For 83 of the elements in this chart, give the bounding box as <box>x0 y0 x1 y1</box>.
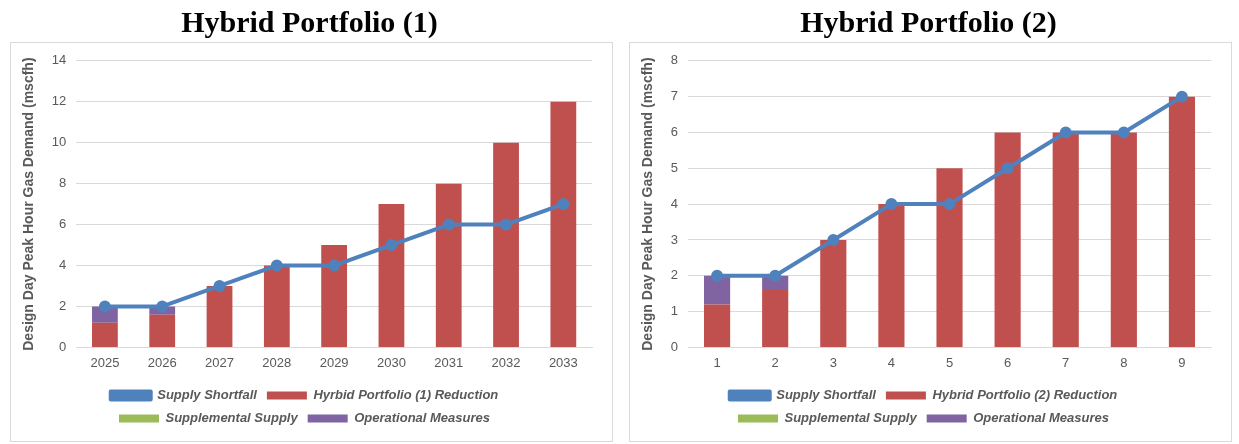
legend-label: Operational Measures <box>973 410 1110 426</box>
x-tick-label: 2032 <box>491 354 521 370</box>
y-tick-label: 8 <box>670 52 679 68</box>
x-tick-label: 2031 <box>434 354 464 370</box>
point <box>885 198 898 211</box>
bar <box>1168 96 1196 347</box>
y-axis-title: Design Day Peak Hour Gas Demand (mscfh) <box>639 57 656 351</box>
bar <box>550 101 577 347</box>
legend-label: Supply Shortfall <box>157 387 258 403</box>
point <box>769 269 782 282</box>
point <box>442 218 455 231</box>
point <box>827 233 840 246</box>
y-tick-label: 5 <box>670 159 679 175</box>
bar <box>378 204 405 347</box>
x-tick-label: 2027 <box>205 354 234 370</box>
point <box>557 198 570 211</box>
point <box>1001 162 1014 175</box>
x-tick-label: 4 <box>887 354 896 370</box>
bar <box>820 239 847 347</box>
point <box>1117 126 1130 139</box>
x-tick-label: 2025 <box>90 354 120 370</box>
y-tick-label: 2 <box>670 267 679 283</box>
bar <box>493 142 519 347</box>
point <box>500 218 513 231</box>
x-tick-label: 9 <box>1178 354 1186 370</box>
x-tick-label: 1 <box>713 354 721 370</box>
x-tick-label: 2030 <box>376 354 406 370</box>
y-tick-label: 6 <box>59 216 67 232</box>
x-tick-label: 2033 <box>548 354 578 370</box>
y-axis-title: Design Day Peak Hour Gas Demand (mscfh) <box>20 57 37 351</box>
legend-label: Hyrbid Portfolio (1) Reduction <box>313 387 499 403</box>
bar <box>1052 132 1079 347</box>
bar <box>762 290 789 347</box>
y-tick-label: 0 <box>59 338 67 354</box>
bar <box>994 132 1021 347</box>
bar <box>321 245 348 347</box>
y-tick-label: 4 <box>59 257 67 273</box>
x-tick-label: 2026 <box>147 354 177 370</box>
x-tick-label: 5 <box>945 354 954 370</box>
y-tick-label: 2 <box>59 298 67 314</box>
legend-label: Supplemental Supply <box>784 410 918 426</box>
legend-label: Supply Shortfall <box>776 387 877 403</box>
point <box>1059 126 1072 139</box>
x-tick-label: 2029 <box>319 354 349 370</box>
x-tick-label: 2028 <box>262 354 292 370</box>
y-tick-label: 7 <box>670 88 679 104</box>
x-tick-label: 7 <box>1062 354 1070 370</box>
point <box>1175 90 1188 103</box>
y-tick-label: 12 <box>51 93 67 109</box>
x-tick-label: 6 <box>1004 354 1012 370</box>
point <box>156 300 169 313</box>
bar <box>435 183 462 347</box>
bar <box>92 322 118 347</box>
bar <box>263 265 290 347</box>
chart-title: Hybrid Portfolio (2) <box>799 4 1058 40</box>
bar <box>1110 132 1137 347</box>
point <box>943 198 956 211</box>
point <box>328 259 341 272</box>
bar <box>936 168 963 347</box>
point <box>213 279 226 292</box>
x-tick-label: 8 <box>1120 354 1128 370</box>
bar <box>206 285 233 347</box>
chart-title: Hybrid Portfolio (1) <box>180 4 439 40</box>
y-tick-label: 8 <box>59 175 67 191</box>
y-tick-label: 10 <box>51 134 67 150</box>
y-tick-label: 6 <box>670 124 679 140</box>
point <box>711 269 724 282</box>
point <box>98 300 111 313</box>
legend-label: Supplemental Supply <box>165 410 299 426</box>
y-tick-label: 3 <box>670 231 679 247</box>
y-tick-label: 1 <box>670 303 679 319</box>
bar <box>878 204 905 347</box>
x-tick-label: 2 <box>771 354 779 370</box>
bar <box>149 314 176 347</box>
legend-label: Hybrid Portfolio (2) Reduction <box>932 387 1118 403</box>
y-tick-label: 14 <box>51 52 67 68</box>
bar <box>704 304 731 347</box>
point <box>270 259 283 272</box>
x-tick-label: 3 <box>829 354 837 370</box>
legend-label: Operational Measures <box>354 410 491 426</box>
point <box>385 239 398 252</box>
y-tick-label: 0 <box>670 338 679 354</box>
y-tick-label: 4 <box>670 195 679 211</box>
